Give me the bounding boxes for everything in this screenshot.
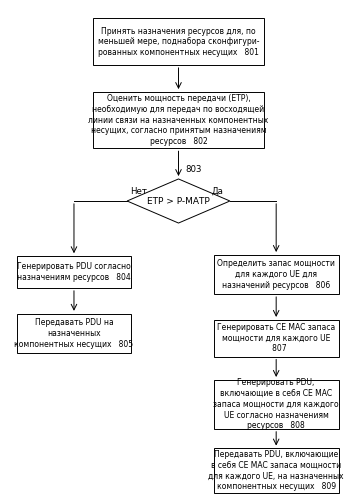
FancyBboxPatch shape (213, 320, 339, 356)
FancyBboxPatch shape (93, 92, 264, 148)
Text: ETP > P-МАТР: ETP > P-МАТР (147, 196, 210, 205)
Text: Нет: Нет (131, 187, 147, 196)
FancyBboxPatch shape (16, 314, 131, 353)
Text: Оценить мощность передачи (ЕТР),
необходимую для передач по восходящей
линии свя: Оценить мощность передачи (ЕТР), необход… (89, 94, 268, 146)
FancyBboxPatch shape (213, 448, 339, 492)
Text: Да: Да (211, 187, 223, 196)
Text: Принять назначения ресурсов для, по
меньшей мере, поднабора сконфигури-
рованных: Принять назначения ресурсов для, по мень… (98, 26, 259, 57)
Text: 803: 803 (185, 165, 202, 174)
FancyBboxPatch shape (16, 256, 131, 288)
Text: Передавать PDU на
назначенных
компонентных несущих   805: Передавать PDU на назначенных компонентн… (14, 318, 134, 348)
Text: Определить запас мощности
для каждого UE для
назначений ресурсов   806: Определить запас мощности для каждого UE… (217, 259, 335, 290)
Text: Генерировать CE MAC запаса
мощности для каждого UE
   807: Генерировать CE MAC запаса мощности для … (217, 323, 335, 354)
FancyBboxPatch shape (93, 18, 264, 65)
Text: Передавать PDU, включающие
в себя CE MAC запаса мощности
для каждого UE, на назн: Передавать PDU, включающие в себя CE MAC… (208, 450, 344, 491)
Text: Генерировать PDU,
включающие в себя CE MAC
запаса мощности для каждого
UE соглас: Генерировать PDU, включающие в себя CE M… (213, 378, 339, 430)
FancyBboxPatch shape (213, 380, 339, 429)
Text: Генерировать PDU согласно
назначениям ресурсов   804: Генерировать PDU согласно назначениям ре… (17, 262, 131, 282)
FancyBboxPatch shape (213, 255, 339, 294)
Polygon shape (127, 179, 230, 223)
